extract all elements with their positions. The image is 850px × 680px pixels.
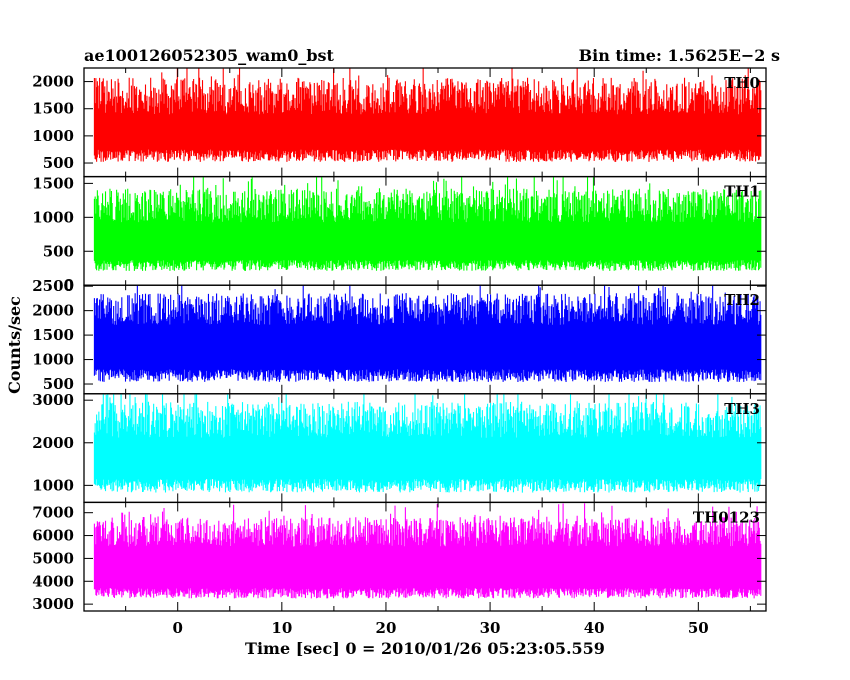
- x-tick-label: 30: [480, 619, 501, 637]
- y-tick-label: 500: [43, 375, 74, 393]
- panel-label-th0123: TH0123: [693, 508, 760, 526]
- y-tick-label: 0: [64, 276, 74, 294]
- y-tick-label: 1000: [32, 351, 74, 369]
- y-tick-label: 3000: [32, 391, 74, 409]
- panel-label-th1: TH1: [724, 183, 760, 201]
- y-tick-label: 500: [43, 242, 74, 260]
- panel-label-th0: TH0: [724, 74, 760, 92]
- y-tick-label: 500: [43, 154, 74, 172]
- panel-label-th3: TH3: [724, 400, 760, 418]
- bin-time-label: Bin time: 1.5625E−2 s: [579, 46, 780, 65]
- panel-th1: 0 500 1000 1500 TH1: [32, 174, 767, 294]
- y-tick-label: 2000: [32, 434, 74, 452]
- y-tick-label: 1000: [32, 476, 74, 494]
- x-tick-label: 40: [584, 619, 605, 637]
- y-tick-label: 6000: [32, 527, 74, 545]
- panel-th3: 1000 2000 3000 TH3: [32, 391, 767, 504]
- y-axis-label: Counts/sec: [5, 296, 24, 394]
- figure-title: ae100126052305_wam0_bst: [84, 46, 335, 65]
- panel-label-th2: TH2: [724, 291, 760, 309]
- x-tick-label: 20: [376, 619, 397, 637]
- y-tick-label: 7000: [32, 504, 74, 522]
- y-tick-label: 1500: [32, 174, 74, 192]
- series-th1-line: [93, 176, 762, 271]
- x-tick-label: 0: [172, 619, 182, 637]
- y-tick-label: 4000: [32, 572, 74, 590]
- series-th0123-line: [93, 503, 762, 599]
- x-tick-label: 50: [688, 619, 709, 637]
- panel-th0: 500 1000 1500 2000 TH0: [32, 67, 767, 178]
- series-th0-line: [93, 68, 762, 162]
- series-th3-line: [93, 393, 762, 493]
- y-tick-label: 1000: [32, 208, 74, 226]
- y-tick-label: 2000: [32, 73, 74, 91]
- x-axis-label: Time [sec] 0 = 2010/01/26 05:23:05.559: [245, 639, 605, 658]
- y-tick-label: 5000: [32, 549, 74, 567]
- y-tick-label: 1000: [32, 127, 74, 145]
- x-tick-label: 10: [271, 619, 292, 637]
- y-tick-label: 2000: [32, 302, 74, 320]
- panel-frame: [83, 501, 767, 612]
- y-tick-label: 2500: [32, 277, 74, 295]
- panel-th0123: 3000 4000 5000 6000 7000 TH0123: [32, 501, 767, 613]
- series-th2-line: [93, 285, 762, 382]
- y-tick-label: 3000: [32, 595, 74, 613]
- panel-th2: 500 1000 1500 2000 2500 TH2: [32, 277, 767, 395]
- y-tick-label: 1500: [32, 100, 74, 118]
- y-tick-label: 1500: [32, 326, 74, 344]
